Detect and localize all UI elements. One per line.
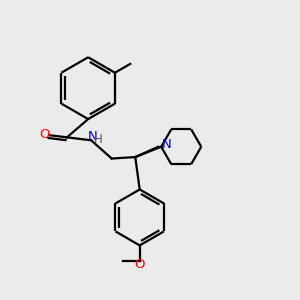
Text: N: N bbox=[88, 130, 98, 143]
Text: H: H bbox=[94, 133, 103, 146]
Text: N: N bbox=[162, 139, 171, 152]
Text: O: O bbox=[134, 258, 145, 271]
Text: O: O bbox=[39, 128, 49, 141]
